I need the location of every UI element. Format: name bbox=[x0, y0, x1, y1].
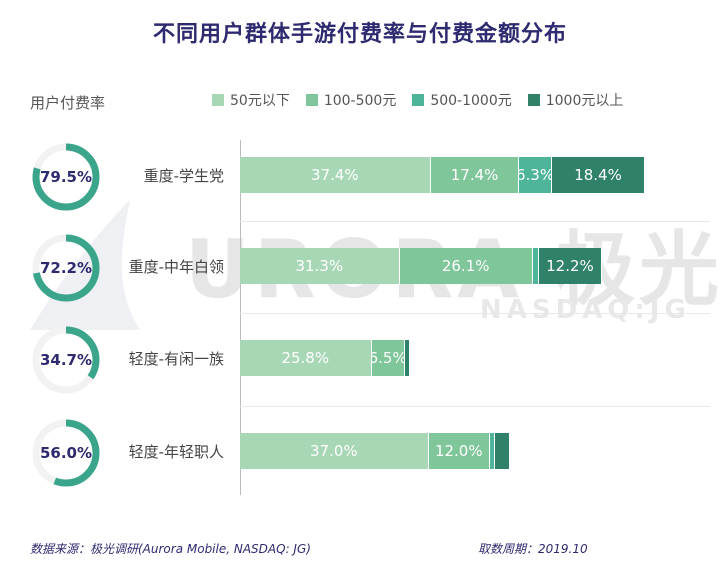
donut-arc bbox=[32, 326, 100, 394]
legend-label: 100-500元 bbox=[323, 93, 397, 109]
bar-segment: 17.4% bbox=[430, 157, 520, 193]
bar-value-label: 17.4% bbox=[450, 166, 499, 184]
bar-segment: 37.0% bbox=[240, 433, 429, 469]
category-label: 轻度-有闲一族 bbox=[128, 350, 224, 368]
donut-arc bbox=[32, 143, 100, 211]
legend: 50元以下 100-500元 500-1000元 1000元以上 bbox=[212, 90, 623, 110]
bar-segment: 37.4% bbox=[240, 157, 431, 193]
legend-item: 50元以下 bbox=[212, 90, 290, 110]
legend-label: 1000元以上 bbox=[545, 93, 624, 109]
bar-value-label: 6.5% bbox=[372, 349, 405, 367]
payment-rate-donut bbox=[32, 326, 100, 394]
legend-item: 100-500元 bbox=[305, 90, 397, 110]
payment-rate-donut bbox=[32, 419, 100, 487]
bar-value-label: 18.4% bbox=[574, 166, 622, 184]
payment-rate-value: 72.2% bbox=[39, 259, 93, 277]
bar-segment bbox=[532, 248, 540, 284]
data-period: 取数周期：2019.10 bbox=[478, 542, 588, 556]
bar-value-label: 6.3% bbox=[519, 166, 550, 184]
bar-segment bbox=[489, 433, 495, 469]
bar-segment: 6.5% bbox=[371, 340, 405, 376]
bar-value-label: 26.1% bbox=[441, 257, 490, 275]
row-separator bbox=[240, 406, 710, 407]
legend-label: 500-1000元 bbox=[430, 93, 512, 109]
row-separator bbox=[240, 313, 710, 314]
category-label: 重度-中年白领 bbox=[128, 258, 224, 276]
payment-rate-value: 56.0% bbox=[39, 444, 93, 462]
legend-item: 1000元以上 bbox=[527, 90, 624, 110]
donut-arc bbox=[32, 234, 100, 302]
bar-value-label: 31.3% bbox=[295, 257, 344, 275]
category-label: 重度-学生党 bbox=[143, 167, 224, 185]
category-axis-line bbox=[240, 140, 241, 495]
chart-title: 不同用户群体手游付费率与付费金额分布 bbox=[152, 22, 567, 47]
bar-value-label: 12.2% bbox=[546, 257, 594, 275]
legend-item: 500-1000元 bbox=[412, 90, 512, 110]
bar-segment: 12.0% bbox=[428, 433, 490, 469]
payment-rate-value: 34.7% bbox=[39, 351, 93, 369]
legend-swatch bbox=[412, 94, 425, 106]
bar-segment bbox=[495, 433, 511, 469]
bar-segment: 12.2% bbox=[539, 248, 602, 284]
bar-segment bbox=[404, 340, 411, 376]
bar-segment: 18.4% bbox=[551, 157, 646, 193]
payment-rate-label: 用户付费率 bbox=[30, 94, 106, 112]
data-source: 数据来源：极光调研(Aurora Mobile, NASDAQ: JG) bbox=[30, 542, 311, 556]
chart-row: 72.2% 重度-中年白领 31.3% 26.1% 12.2% bbox=[0, 228, 720, 320]
bar-segment: 25.8% bbox=[240, 340, 372, 376]
payment-rate-value: 79.5% bbox=[39, 168, 93, 186]
chart-row: 79.5% 重度-学生党 37.4% 17.4% 6.3% 18.4% bbox=[0, 137, 720, 229]
legend-swatch bbox=[212, 94, 224, 106]
bar-value-label: 37.0% bbox=[310, 442, 358, 460]
chart-row: 56.0% 轻度-年轻职人 37.0% 12.0% bbox=[0, 413, 720, 505]
bar-value-label: 25.8% bbox=[281, 349, 330, 367]
legend-label: 50元以下 bbox=[230, 93, 290, 109]
bar-value-label: 37.4% bbox=[311, 166, 359, 184]
row-separator bbox=[240, 221, 710, 222]
legend-swatch bbox=[305, 94, 318, 106]
legend-swatch bbox=[527, 94, 540, 106]
bar-segment: 31.3% bbox=[240, 248, 400, 284]
payment-rate-donut bbox=[32, 143, 100, 211]
watermark-subtext: NASDAQ:JG bbox=[480, 295, 691, 325]
bar-value-label: 12.0% bbox=[434, 442, 483, 460]
chart-row: 34.7% 轻度-有闲一族 25.8% 6.5% bbox=[0, 320, 720, 412]
bar-segment: 6.3% bbox=[519, 157, 552, 193]
donut-arc bbox=[32, 419, 100, 487]
payment-rate-donut bbox=[32, 234, 100, 302]
bar-segment: 26.1% bbox=[399, 248, 533, 284]
category-label: 轻度-年轻职人 bbox=[128, 443, 224, 461]
